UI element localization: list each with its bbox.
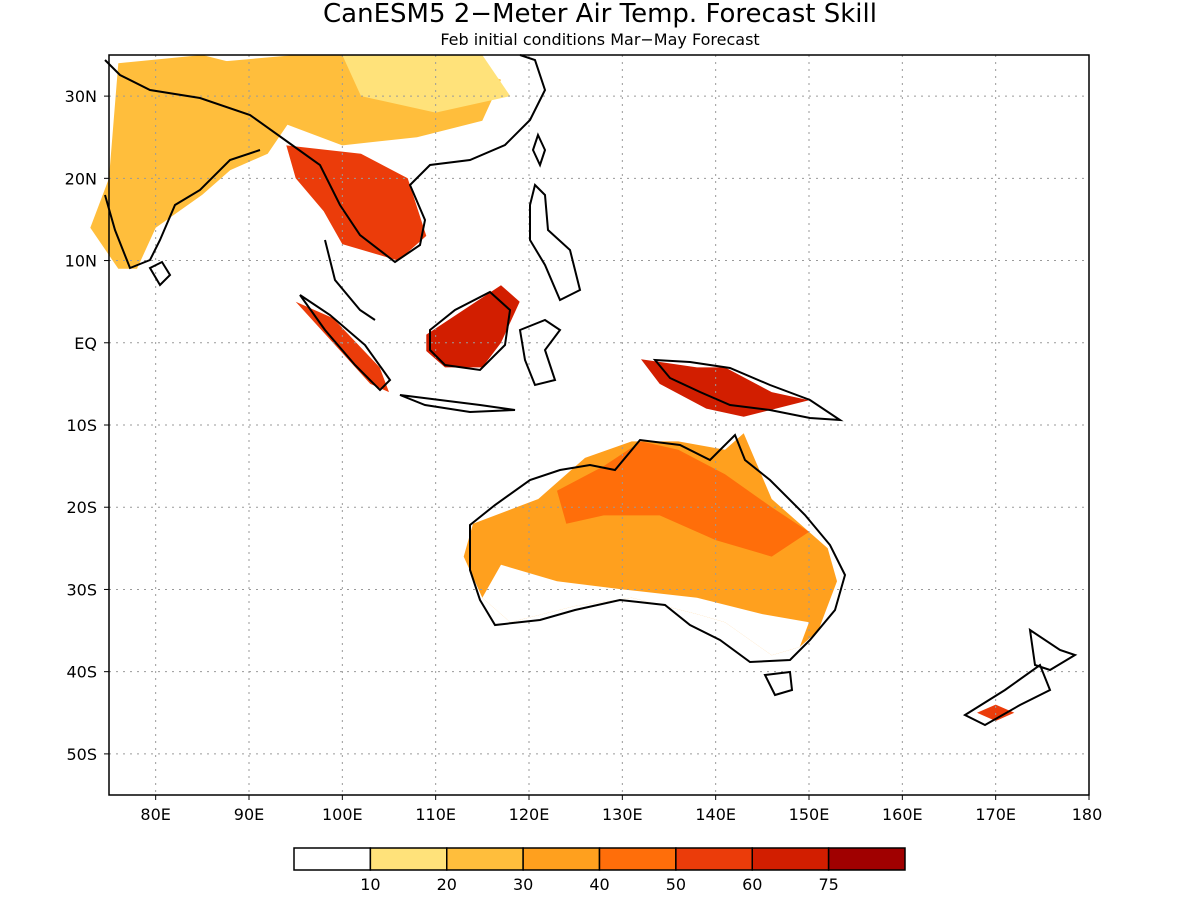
lon-tick-label: 130E	[602, 805, 643, 824]
colorbar-label: 60	[742, 875, 762, 894]
lat-tick-label: EQ	[74, 334, 97, 353]
asia-coastline	[104, 54, 547, 264]
coastlines	[104, 54, 1078, 727]
colorbar-swatch	[522, 847, 601, 871]
colorbar-label: 40	[589, 875, 609, 894]
lat-tick-label: 30N	[65, 87, 97, 106]
colorbar-swatch	[293, 847, 372, 871]
new-zealand-coastline	[962, 627, 1078, 727]
colorbar-swatch	[446, 847, 524, 871]
skill-region-china-north	[342, 55, 511, 113]
taiwan-coastline	[531, 132, 547, 168]
map-title: CanESM5 2−Meter Air Temp. Forecast Skill	[323, 0, 877, 29]
skill-region-australia-north	[557, 441, 809, 557]
colorbar-swatch	[827, 847, 906, 871]
skill-region-new-guinea	[641, 359, 809, 417]
lon-tick-label: 150E	[789, 805, 830, 824]
graticule	[109, 55, 1089, 795]
lat-tick-label: 10N	[65, 252, 97, 271]
sri-lanka-coastline	[148, 260, 172, 287]
tasmania-coastline	[763, 670, 794, 697]
sulawesi-coastline	[518, 318, 562, 387]
lon-tick-label: 100E	[322, 805, 363, 824]
java-coastline	[399, 394, 516, 414]
colorbar: 10 20 30 40 50 60 75	[293, 847, 906, 894]
sumatra-coastline	[299, 294, 392, 392]
new-guinea-coastline	[652, 358, 844, 422]
lat-tick-label: 10S	[66, 416, 97, 435]
colorbar-label: 20	[437, 875, 457, 894]
longitude-labels: 80E 90E 100E 110E 120E 130E 140E 150E 160E 170E 18…	[140, 795, 1102, 824]
colorbar-label: 50	[666, 875, 686, 894]
skill-region-sumatra	[295, 301, 389, 393]
lat-tick-label: 30S	[66, 580, 97, 599]
lat-tick-label: 20S	[66, 498, 97, 517]
skill-region-india	[90, 55, 296, 269]
colorbar-label: 30	[513, 875, 533, 894]
lon-tick-label: 170E	[975, 805, 1016, 824]
map-subtitle: Feb initial conditions Mar−May Forecast	[440, 30, 759, 49]
lon-tick-label: 160E	[882, 805, 923, 824]
colorbar-label: 10	[360, 875, 380, 894]
skill-shading	[90, 55, 1015, 721]
lon-tick-label: 120E	[509, 805, 550, 824]
latitude-labels: 30N 20N 10N EQ 10S 20S 30S 40S 50S	[65, 87, 109, 764]
lat-tick-label: 40S	[66, 663, 97, 682]
lon-tick-label: 110E	[415, 805, 456, 824]
colorbar-swatch	[369, 847, 448, 871]
lon-tick-label: 90E	[234, 805, 264, 824]
australia-coastline	[469, 433, 847, 664]
skill-region-new-zealand	[977, 704, 1015, 721]
lat-tick-label: 20N	[65, 169, 97, 188]
lon-tick-label: 140E	[695, 805, 736, 824]
malay-peninsula-coastline	[324, 239, 376, 321]
skill-region-borneo	[426, 285, 520, 368]
lon-tick-label: 80E	[140, 805, 170, 824]
skill-region-australia-south	[482, 564, 809, 656]
borneo-coastline	[429, 290, 512, 372]
colorbar-swatch	[598, 847, 677, 871]
colorbar-label: 75	[818, 875, 838, 894]
india-coastline	[104, 149, 261, 270]
skill-region-indochina	[286, 145, 427, 261]
philippines-coastline	[529, 183, 582, 302]
lat-tick-label: 50S	[66, 745, 97, 764]
colorbar-swatch	[751, 847, 830, 871]
lon-tick-label: 180	[1072, 805, 1103, 824]
colorbar-swatch	[675, 847, 753, 871]
